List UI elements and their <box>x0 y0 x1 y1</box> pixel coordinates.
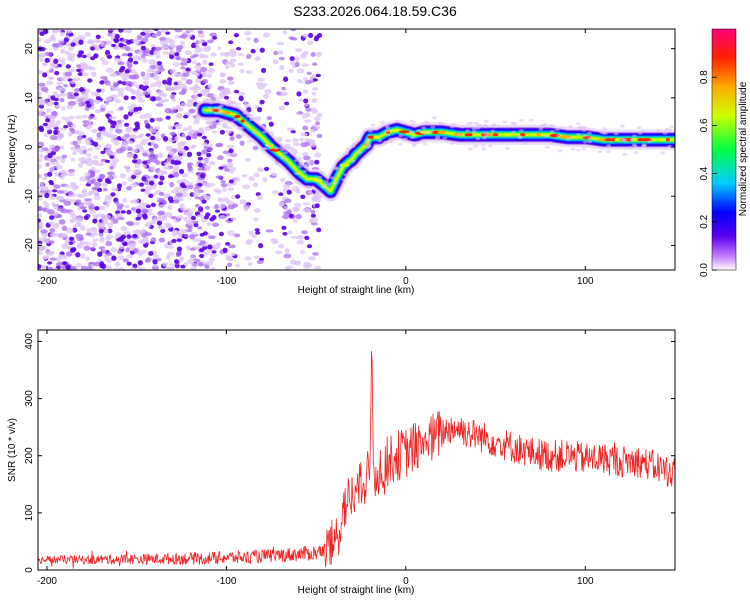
colorbar-ticks: 0.0 0.2 0.4 0.6 0.8 <box>699 70 717 277</box>
snr-x-tick-label: 100 <box>577 576 594 587</box>
snr-frame <box>37 329 676 571</box>
snr-y-tick-label: 400 <box>24 333 35 350</box>
snr-axes: -200 -100 0 100 0 100 200 300 400 <box>24 330 675 587</box>
colorbar-label: Normalized spectral amplitude <box>738 81 749 216</box>
snr-x-tick-label: -200 <box>37 576 57 587</box>
spectrogram-x-axis-label: Height of straight line (km) <box>298 285 415 296</box>
chart-title: S233.2026.064.18.59.C36 <box>293 3 457 19</box>
snr-y-axis-label: SNR (10 * v/v) <box>7 418 18 482</box>
spectrogram-x-tick-label: 0 <box>403 276 409 287</box>
spectrogram-y-tick-label: 10 <box>24 92 35 104</box>
colorbar: 0.0 0.2 0.4 0.6 0.8 Normalized spectral ampl… <box>699 28 749 277</box>
spectrogram-x-tick-label: -100 <box>216 276 236 287</box>
spectrogram-ridge-layer <box>194 94 675 202</box>
spectrogram-x-tick-label: -200 <box>37 276 57 287</box>
colorbar-tick-label: 0.4 <box>699 166 710 180</box>
snr-y-tick-label: 200 <box>24 447 35 464</box>
colorbar-gradient <box>712 29 736 270</box>
snr-y-tick-label: 0 <box>24 567 35 573</box>
snr-y-tick-label: 100 <box>24 504 35 521</box>
snr-y-tick-label: 300 <box>24 390 35 407</box>
spectrogram-y-tick-label: 0 <box>24 144 35 150</box>
snr-panel: -200 -100 0 100 0 100 200 300 400 Height of stra… <box>7 329 676 596</box>
snr-x-tick-label: 0 <box>403 576 409 587</box>
snr-x-tick-label: -100 <box>216 576 236 587</box>
colorbar-tick-label: 0.0 <box>699 263 710 277</box>
spectrogram-y-tick-label: -10 <box>24 189 35 204</box>
spectrogram-frame <box>37 28 676 271</box>
colorbar-frame <box>711 28 737 271</box>
colorbar-tick-label: 0.8 <box>699 70 710 84</box>
colorbar-tick-label: 0.6 <box>699 118 710 132</box>
spectrogram-x-tick-label: 100 <box>577 276 594 287</box>
spectrogram-y-tick-label: -20 <box>24 238 35 253</box>
colorbar-tick-label: 0.2 <box>699 214 710 228</box>
spectrogram-y-tick-label: 20 <box>24 43 35 55</box>
snr-series-line <box>38 351 675 569</box>
spectrogram-y-axis-label: Frequency (Hz) <box>7 115 18 184</box>
snr-x-axis-label: Height of straight line (km) <box>298 585 415 596</box>
